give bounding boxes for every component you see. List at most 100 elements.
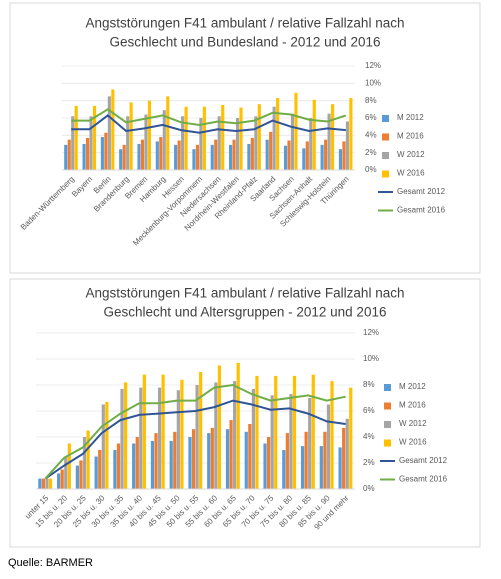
bar — [169, 440, 173, 489]
bar — [349, 387, 353, 489]
y-tick-label: 8% — [363, 380, 375, 389]
bar — [192, 149, 196, 170]
bar — [265, 139, 269, 170]
y-tick-label: 6% — [363, 406, 375, 415]
bar — [144, 114, 148, 170]
bar — [181, 116, 185, 170]
y-tick-label: 8% — [365, 96, 377, 105]
legend-swatch — [384, 439, 391, 447]
bar — [166, 96, 170, 170]
y-tick-label: 12% — [365, 61, 381, 70]
bar — [342, 141, 346, 170]
source-note: Quelle: BARMER — [8, 557, 93, 569]
bar — [120, 388, 124, 489]
bar — [64, 144, 68, 170]
bar — [122, 144, 126, 170]
bar — [173, 431, 177, 489]
bar — [191, 429, 196, 489]
legend-swatch — [384, 402, 391, 410]
bar — [85, 137, 90, 170]
chart-title: Geschlecht und Altersgruppen - 2012 und … — [104, 305, 387, 320]
legend-label: M 2016 — [399, 401, 426, 410]
bar — [210, 144, 214, 170]
bar — [326, 404, 331, 489]
bar — [60, 469, 64, 489]
bar — [195, 385, 199, 489]
bar — [305, 141, 309, 170]
bar — [292, 375, 297, 489]
bar — [276, 98, 280, 170]
bar — [319, 446, 323, 489]
bar — [202, 106, 206, 170]
bar — [269, 131, 273, 170]
bar — [282, 450, 286, 489]
bar — [159, 137, 163, 170]
legend-label: W 2016 — [399, 438, 427, 447]
bar — [225, 429, 230, 489]
bar — [98, 450, 102, 489]
bar — [338, 447, 342, 489]
bar — [274, 375, 278, 489]
bar — [140, 139, 145, 170]
legend-swatch — [384, 421, 391, 428]
bar — [82, 437, 87, 489]
bar — [345, 418, 349, 489]
chart-frame — [9, 278, 481, 548]
legend-swatch — [382, 152, 389, 159]
bar — [221, 105, 225, 170]
y-tick-label: 0% — [363, 484, 375, 493]
legend-label: M 2016 — [397, 132, 424, 141]
y-tick-label: 2% — [365, 148, 377, 157]
bar — [57, 473, 61, 489]
bar — [142, 374, 146, 489]
bar — [232, 139, 236, 170]
bar — [272, 106, 276, 170]
bar — [229, 144, 233, 170]
legend-label: Gesamt 2016 — [399, 475, 448, 484]
bar — [324, 139, 328, 170]
bar — [124, 382, 128, 489]
bar — [331, 104, 335, 170]
legend-label: W 2012 — [399, 419, 427, 428]
bar — [105, 401, 109, 489]
bar — [79, 460, 83, 489]
bar — [137, 144, 141, 170]
bar — [116, 443, 121, 489]
bar — [311, 374, 315, 489]
legend-label: Gesamt 2016 — [397, 206, 446, 215]
bar — [100, 137, 104, 170]
bar — [147, 100, 152, 170]
bar — [248, 424, 252, 489]
bar — [132, 443, 136, 489]
line — [71, 114, 346, 134]
y-tick-label: 10% — [363, 354, 379, 363]
bar — [139, 387, 143, 489]
bar — [94, 456, 98, 489]
line — [44, 383, 346, 480]
bar — [75, 465, 79, 489]
bar — [135, 437, 139, 489]
bar — [327, 113, 331, 170]
bar — [86, 430, 90, 489]
bar — [199, 372, 203, 489]
bar — [157, 387, 162, 489]
legend-label: M 2012 — [399, 382, 426, 391]
bar — [113, 450, 117, 489]
bar — [255, 375, 259, 489]
bar — [64, 456, 68, 489]
bar — [199, 118, 203, 170]
bar — [126, 116, 130, 170]
bar — [338, 149, 343, 170]
bar — [283, 145, 288, 170]
bar — [266, 437, 271, 489]
legend-swatch — [382, 170, 389, 178]
y-tick-label: 10% — [365, 78, 381, 87]
bar — [71, 116, 75, 170]
y-tick-label: 6% — [365, 113, 377, 122]
legend-swatch — [382, 133, 389, 141]
line — [71, 108, 347, 126]
bar — [82, 144, 86, 170]
bar — [176, 390, 180, 489]
bar — [300, 446, 305, 489]
bar — [294, 92, 298, 170]
